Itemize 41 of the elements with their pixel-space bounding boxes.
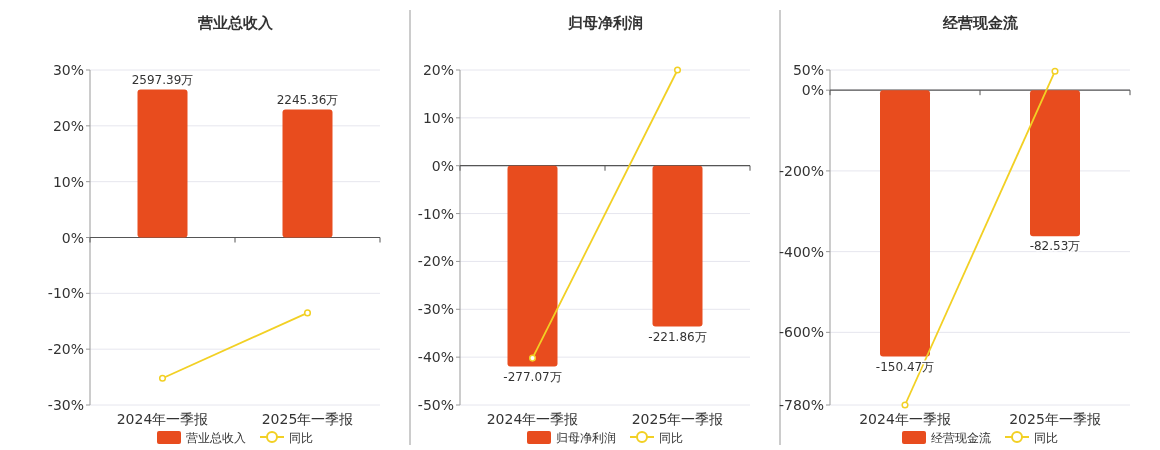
y-tick-label: 20% bbox=[52, 117, 84, 134]
y-tick-label: -20% bbox=[47, 341, 84, 358]
legend-label: 经营现金流 bbox=[931, 431, 991, 445]
y-tick-label: -50% bbox=[417, 397, 454, 413]
y-tick-label: 20% bbox=[422, 62, 454, 78]
y-tick-label: -30% bbox=[417, 301, 454, 318]
data-label: 2597.39万 bbox=[131, 72, 194, 87]
y-tick-label: 10% bbox=[52, 173, 84, 190]
chart-title: 营业总收入 bbox=[196, 14, 274, 32]
x-tick-label: 2025年一季报 bbox=[631, 411, 724, 427]
x-tick-label: 2024年一季报 bbox=[859, 411, 951, 427]
legend-label: 营业总收入 bbox=[186, 431, 246, 445]
y-tick-label: -600% bbox=[778, 324, 824, 341]
x-tick-label: 2024年一季报 bbox=[116, 411, 209, 427]
data-label: -277.07万 bbox=[503, 369, 562, 384]
x-tick-label: 2025年一季报 bbox=[261, 411, 354, 427]
y-tick-label: -10% bbox=[417, 205, 454, 222]
y-tick-label: -780% bbox=[778, 397, 824, 413]
legend-label: 归母净利润 bbox=[556, 431, 616, 445]
chart-title: 经营现金流 bbox=[941, 14, 1019, 32]
y-tick-label: 0% bbox=[801, 82, 824, 99]
data-label: 2245.36万 bbox=[276, 92, 339, 107]
y-tick-label: -20% bbox=[417, 253, 454, 270]
y-tick-label: 30% bbox=[52, 62, 84, 78]
y-tick-label: -40% bbox=[417, 349, 454, 366]
x-tick-label: 2024年一季报 bbox=[486, 411, 579, 427]
x-tick-label: 2025年一季报 bbox=[1009, 411, 1101, 427]
legend-label: 同比 bbox=[659, 431, 683, 445]
y-tick-label: 0% bbox=[61, 229, 84, 246]
chart-title: 归母净利润 bbox=[566, 14, 643, 32]
legend-label: 同比 bbox=[289, 431, 313, 445]
y-tick-label: -30% bbox=[47, 397, 84, 413]
y-tick-label: -400% bbox=[778, 243, 824, 260]
legend-label: 同比 bbox=[1034, 431, 1058, 445]
y-tick-label: -10% bbox=[47, 285, 84, 302]
y-tick-label: 10% bbox=[422, 109, 454, 126]
y-tick-label: 0% bbox=[431, 157, 454, 174]
data-label: -221.86万 bbox=[648, 329, 707, 344]
y-tick-label: 50% bbox=[792, 62, 824, 78]
data-label: -82.53万 bbox=[1029, 239, 1081, 254]
y-tick-label: -200% bbox=[778, 162, 824, 179]
